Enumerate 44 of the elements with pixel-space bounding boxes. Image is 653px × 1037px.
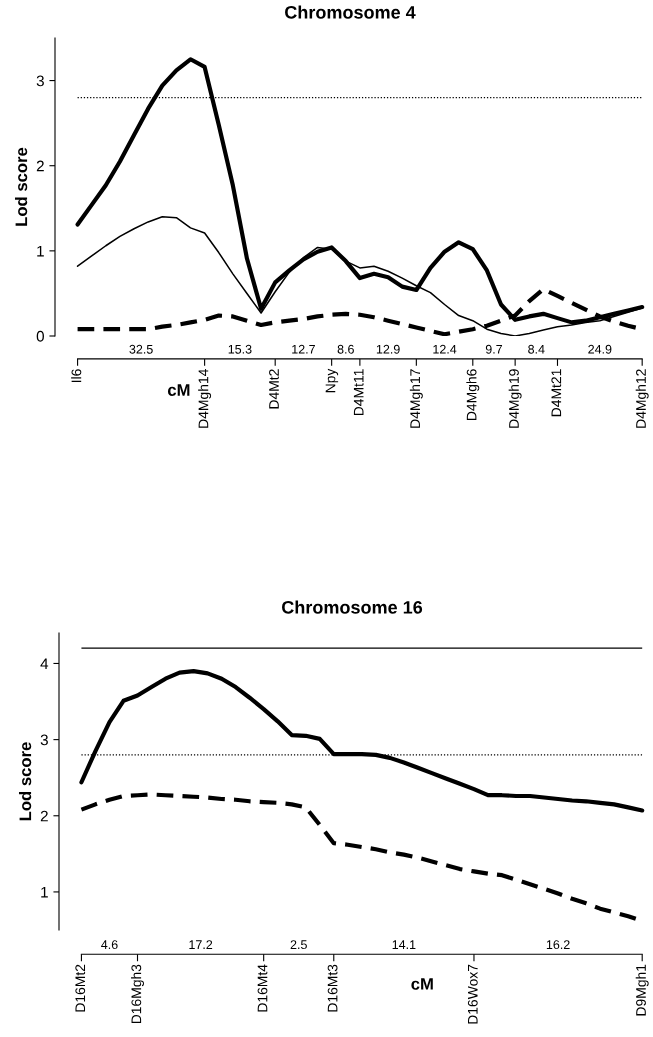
chart-title: Chromosome 16	[282, 600, 423, 614]
x-tick-label: D4Mgh19	[508, 369, 522, 428]
y-tick-label: 1	[41, 886, 48, 898]
text: 9.7	[485, 344, 503, 354]
text: 14.1	[392, 940, 416, 949]
y-tick-label: 0	[36, 330, 44, 342]
y-axis-title: Lod score	[19, 742, 32, 821]
x-tick-label: D16Mt4	[257, 964, 268, 1012]
x-tick-label: D4Mgh17	[409, 369, 423, 428]
x-axis-title: cM	[411, 978, 433, 990]
text: 17.2	[189, 940, 213, 949]
x-tick-label: D4Mt2	[269, 369, 279, 409]
y-tick-label: 3	[36, 75, 44, 87]
x-tick-label: D16Wox7	[467, 964, 478, 1024]
text: 12.9	[376, 344, 400, 354]
y-tick-label: 4	[40, 658, 49, 669]
x-tick-label: D16Mgh3	[131, 964, 144, 1024]
x-axis-title: cM	[167, 384, 190, 396]
x-tick-label: D4Mt11	[353, 369, 364, 416]
text: 15.3	[228, 344, 252, 354]
text: 24.9	[588, 344, 612, 354]
y-tick-label: 1	[37, 245, 44, 257]
text: 12.7	[292, 344, 315, 354]
y-tick-label: 2	[36, 160, 44, 172]
text: 2.5	[290, 940, 307, 950]
y-tick-label: 3	[40, 734, 48, 746]
x-tick-label: D4Mgh12	[635, 369, 649, 428]
text: 12.4	[433, 344, 457, 354]
y-axis-title: Lod score	[15, 147, 28, 226]
x-tick-label: Npy	[325, 368, 339, 393]
text: 32.5	[129, 344, 153, 354]
x-tick-label: D4Mt21	[551, 369, 562, 417]
x-tick-label: D9Mgh1	[635, 964, 649, 1016]
x-tick-label: D16Mt2	[75, 964, 86, 1012]
x-tick-label: Il6	[71, 369, 82, 383]
text: 4.6	[101, 940, 118, 950]
x-tick-label: D16Mt3	[327, 964, 338, 1012]
text: 16.2	[546, 940, 570, 950]
text: 8.6	[337, 344, 354, 354]
x-tick-label: D4Mgh14	[198, 369, 212, 428]
chart-title: Chromosome 4	[285, 5, 416, 19]
y-tick-label: 2	[40, 810, 48, 822]
text: 8.4	[528, 344, 545, 354]
x-tick-label: D4Mgh6	[466, 369, 480, 420]
